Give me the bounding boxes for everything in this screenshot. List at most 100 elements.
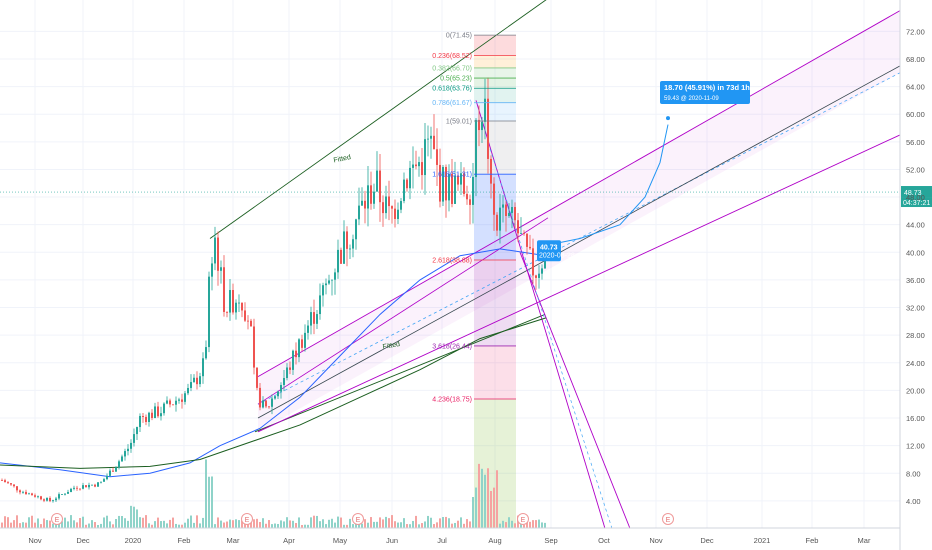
fitted-label-lower: Fitted xyxy=(382,341,401,351)
fib-zone xyxy=(474,67,516,79)
volume-bar xyxy=(178,524,180,528)
candle-body xyxy=(1,480,3,481)
candle-body xyxy=(118,461,120,468)
trend-channels xyxy=(209,0,901,529)
candle-body xyxy=(52,500,54,502)
fib-zone xyxy=(474,121,516,175)
volume-bar xyxy=(43,518,45,528)
volume-bar xyxy=(295,522,297,528)
volume-bar xyxy=(28,517,30,528)
y-tick-label: 12.00 xyxy=(906,442,925,451)
candle-body xyxy=(97,482,99,487)
volume-bar xyxy=(112,524,114,528)
candle-body xyxy=(484,98,486,122)
volume-bar xyxy=(430,517,432,528)
volume-bar xyxy=(337,516,339,528)
volume-bar xyxy=(157,517,159,528)
y-tick-label: 4.00 xyxy=(906,497,921,506)
y-tick-label: 44.00 xyxy=(906,221,925,230)
volume-bar xyxy=(22,522,24,528)
ma-blue xyxy=(0,248,547,478)
candle-body xyxy=(403,179,405,202)
earnings-marker-label: E xyxy=(521,517,526,524)
candle-body xyxy=(58,494,60,499)
candle-body xyxy=(433,135,435,150)
regression-line xyxy=(257,65,901,419)
candle-body xyxy=(217,237,219,271)
candle-body xyxy=(199,376,201,385)
fib-level-label: 0.786(61.67) xyxy=(432,100,472,107)
candle-body xyxy=(22,491,24,493)
volume-bar xyxy=(532,520,534,528)
candle-body xyxy=(121,456,123,462)
candle-body xyxy=(496,214,498,231)
candle-body xyxy=(526,233,528,247)
volume-bar xyxy=(70,515,72,528)
volume-bar xyxy=(1,522,3,528)
candle-body xyxy=(391,206,393,209)
volume-bar xyxy=(499,523,501,528)
volume-bar xyxy=(457,520,459,528)
x-tick-label: Mar xyxy=(858,536,871,545)
volume-bar xyxy=(379,517,381,528)
candle-body xyxy=(55,498,57,501)
volume-bar xyxy=(190,515,192,528)
fib-level-label: 3.618(26.44) xyxy=(432,343,472,350)
candle-body xyxy=(481,121,483,131)
candle-body xyxy=(400,201,402,210)
volume-bar xyxy=(208,476,210,528)
candle-body xyxy=(277,391,279,397)
fib-zone xyxy=(474,345,516,400)
fib-level-label: 4.236(18.75) xyxy=(432,397,472,404)
volume-bar xyxy=(220,520,222,528)
candle-body xyxy=(142,416,144,417)
earnings-marker-circle xyxy=(517,513,529,525)
volume-bar xyxy=(130,505,132,528)
y-tick-label: 60.00 xyxy=(906,110,925,119)
volume-bar xyxy=(292,520,294,528)
volume-bar xyxy=(259,522,261,528)
volume-bar xyxy=(226,521,228,528)
annotations: Fitted Fitted 18.70 (45.91%) in 73d 1h 59.4… xyxy=(0,81,932,525)
volume-bar xyxy=(76,522,78,528)
volume-bar xyxy=(229,519,231,528)
rising-channel-lower xyxy=(257,134,901,433)
candle-body xyxy=(415,164,417,167)
volume-bar xyxy=(484,474,486,528)
volume-bar xyxy=(169,519,171,528)
volume-bar xyxy=(469,521,471,528)
fib-level-label: 1.618(51.31) xyxy=(432,172,472,179)
volume-bar xyxy=(118,515,120,528)
candle-body xyxy=(265,400,267,407)
y-tick-label: 24.00 xyxy=(906,359,925,368)
candle-body xyxy=(256,367,258,388)
candle-body xyxy=(490,158,492,184)
candle-body xyxy=(313,312,315,324)
volume-bar xyxy=(391,515,393,528)
candle-body xyxy=(436,149,438,165)
volume-bar xyxy=(304,524,306,528)
candle-body xyxy=(301,339,303,348)
volume-bar xyxy=(109,521,111,528)
rising-channel-upper xyxy=(257,10,901,377)
volume-bar xyxy=(283,521,285,528)
earnings-marker-label: E xyxy=(245,517,250,524)
x-tick-label: 2021 xyxy=(754,536,771,545)
volume-bar xyxy=(199,523,201,528)
projection-curve xyxy=(545,124,669,246)
candle-body xyxy=(475,119,477,177)
candle-body xyxy=(469,199,471,205)
earnings-marker-circle xyxy=(352,513,364,525)
volume-bar xyxy=(412,520,414,528)
candle-body xyxy=(19,490,21,493)
candle-body xyxy=(130,442,132,449)
candle-body xyxy=(388,196,390,207)
volume-bar xyxy=(97,524,99,528)
candle-body xyxy=(421,162,423,176)
volume-bar xyxy=(493,487,495,528)
volume-bar xyxy=(31,515,33,528)
projection-point xyxy=(666,116,670,121)
volume-bar xyxy=(523,524,525,528)
